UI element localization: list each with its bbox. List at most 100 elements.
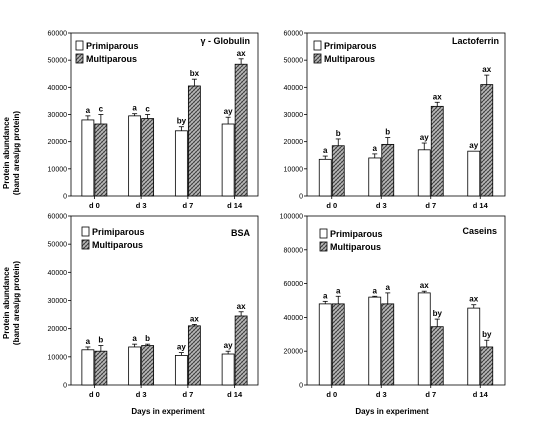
significance-letter: ax	[190, 314, 199, 323]
x-tick-label: d 0	[89, 390, 100, 399]
bar-primiparous	[221, 123, 235, 197]
significance-letter: ax	[469, 295, 478, 304]
y-tick-label: 20000	[48, 326, 68, 333]
x-tick-label: d 3	[376, 390, 387, 399]
legend-swatch	[313, 53, 322, 64]
bar-multiparous	[331, 145, 345, 197]
significance-letter: a	[86, 337, 91, 346]
significance-letter: ay	[224, 341, 233, 350]
significance-letter: a	[386, 283, 391, 292]
significance-letter: ay	[420, 133, 429, 142]
y-tick-label: 60000	[48, 214, 68, 221]
x-tick-label: d 14	[227, 201, 243, 210]
bar-primiparous	[128, 115, 142, 197]
x-tick-label: d 0	[326, 390, 337, 399]
y-tick-label: 60000	[284, 281, 304, 288]
y-tick-label: 10000	[48, 166, 68, 173]
bar-primiparous	[174, 130, 188, 197]
significance-letter: ax	[482, 65, 491, 74]
significance-letter: b	[98, 336, 103, 345]
legend-swatch	[313, 40, 322, 51]
bar-multiparous	[187, 85, 201, 197]
bar-primiparous	[368, 296, 382, 386]
bar-multiparous	[331, 303, 345, 386]
y-tick-label: 30000	[284, 112, 304, 119]
bar-primiparous	[128, 346, 142, 386]
y-tick-label: 40000	[284, 85, 304, 92]
chart-title: Lactoferrin	[452, 36, 499, 46]
significance-letter: by	[482, 330, 492, 339]
legend-swatch	[75, 40, 84, 51]
bar-multiparous	[141, 345, 155, 386]
y-tick-label: 0	[63, 383, 67, 390]
significance-letter: ay	[177, 343, 186, 352]
significance-letter: ax	[237, 49, 246, 58]
x-tick-label: d 7	[182, 390, 193, 399]
x-tick-label: d 7	[425, 201, 436, 210]
significance-letter: a	[132, 104, 137, 113]
y-tick-label: 0	[299, 194, 303, 201]
bar-multiparous	[381, 143, 395, 197]
legend-label: Primiparous	[92, 227, 145, 237]
bar-multiparous	[430, 105, 444, 197]
significance-letter: bx	[190, 69, 200, 78]
legend-swatch	[319, 241, 328, 252]
y-tick-label: 80000	[284, 247, 304, 254]
legend-label: Multiparous	[92, 240, 143, 250]
bar-primiparous	[81, 349, 95, 386]
x-axis-label-left: Days in experiment	[131, 407, 205, 416]
bar-primiparous	[417, 292, 431, 386]
legend-label: Multiparous	[330, 242, 381, 252]
x-tick-label: d 7	[425, 390, 436, 399]
bar-multiparous	[430, 326, 444, 386]
significance-letter: by	[177, 117, 187, 126]
significance-letter: ay	[469, 141, 478, 150]
bar-multiparous	[141, 118, 155, 197]
legend-swatch	[81, 239, 90, 250]
significance-letter: b	[385, 128, 390, 137]
legend-swatch	[81, 226, 90, 237]
bar-multiparous	[234, 63, 248, 197]
bar-primiparous	[221, 353, 235, 386]
bar-primiparous	[318, 303, 332, 386]
bar-primiparous	[417, 149, 431, 197]
bar-primiparous	[318, 158, 332, 197]
y-tick-label: 50000	[284, 58, 304, 65]
significance-letter: ax	[237, 302, 246, 311]
y-tick-label: 100000	[280, 214, 303, 221]
x-tick-label: d 7	[182, 201, 193, 210]
y-tick-label: 40000	[48, 85, 68, 92]
y-axis-label-bottom-line1: Protein abundance	[2, 266, 11, 339]
y-tick-label: 20000	[284, 139, 304, 146]
x-tick-label: d 14	[473, 390, 489, 399]
x-tick-label: d 3	[136, 201, 147, 210]
chart-title: BSA	[231, 228, 251, 238]
y-tick-label: 50000	[48, 58, 68, 65]
y-tick-label: 10000	[284, 166, 304, 173]
legend-label: Multiparous	[86, 54, 137, 64]
significance-letter: b	[145, 334, 150, 343]
y-tick-label: 60000	[284, 31, 304, 38]
chart-title: Caseins	[462, 226, 497, 236]
significance-letter: b	[336, 129, 341, 138]
x-tick-label: d 3	[136, 390, 147, 399]
bar-primiparous	[467, 150, 481, 197]
bar-primiparous	[467, 307, 481, 386]
bar-multiparous	[94, 350, 108, 386]
y-axis-label-bottom-line2: (band area/µg protein)	[12, 261, 21, 346]
legend-label: Primiparous	[86, 41, 139, 51]
significance-letter: ay	[224, 107, 233, 116]
significance-letter: a	[132, 334, 137, 343]
bar-multiparous	[94, 123, 108, 197]
legend-swatch	[75, 53, 84, 64]
x-tick-label: d 14	[227, 390, 243, 399]
significance-letter: a	[336, 286, 341, 295]
bar-multiparous	[381, 303, 395, 386]
bar-primiparous	[368, 157, 382, 197]
y-tick-label: 30000	[48, 112, 68, 119]
significance-letter: a	[323, 291, 328, 300]
y-tick-label: 40000	[284, 315, 304, 322]
legend-swatch	[319, 228, 328, 239]
